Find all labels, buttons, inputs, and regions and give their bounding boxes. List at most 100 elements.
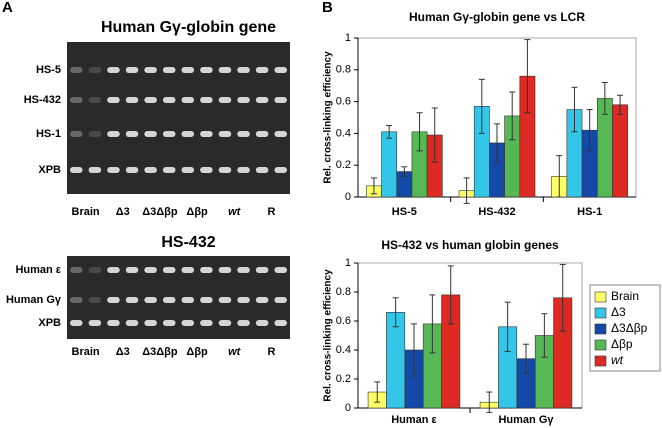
gel-band <box>125 167 139 173</box>
legend-swatch <box>594 291 607 303</box>
error-bar <box>374 381 381 403</box>
gel-band <box>237 320 250 326</box>
gel-band <box>162 267 176 273</box>
gel-band <box>181 167 195 173</box>
error-bar <box>571 86 578 133</box>
error-bar <box>411 323 417 377</box>
gel-band <box>162 97 176 103</box>
gel-lane-label: wt <box>228 346 242 358</box>
gel-band <box>125 320 139 326</box>
gel-band <box>88 67 102 73</box>
gel-band <box>200 131 213 137</box>
legend-label: wt <box>611 353 624 367</box>
gel-band <box>237 167 250 173</box>
gel-band <box>144 267 157 273</box>
gel-row-label: HS-432 <box>24 94 61 106</box>
error-bar <box>463 177 470 204</box>
y-tick-label: 1 <box>345 257 351 269</box>
x-tick-label: HS-1 <box>577 206 602 218</box>
error-bar <box>392 297 399 328</box>
panel-label: A <box>2 0 13 16</box>
error-bar <box>559 263 566 332</box>
legend-swatch <box>594 307 607 319</box>
gel-band <box>107 167 120 173</box>
legend-swatch <box>594 323 607 335</box>
y-tick-label: 1 <box>345 32 351 44</box>
error-bar <box>504 301 511 352</box>
gel-band <box>162 297 176 303</box>
gel-band <box>274 67 287 73</box>
gel-band <box>255 67 269 73</box>
error-bar <box>486 391 493 413</box>
gel-band <box>107 67 120 73</box>
gel-band <box>218 67 232 73</box>
gel-band <box>70 297 83 303</box>
error-bar <box>447 265 454 325</box>
error-bar <box>556 155 563 198</box>
gel-band <box>88 320 102 326</box>
gel-band <box>144 67 157 73</box>
gel-band <box>181 97 195 103</box>
y-tick-label: 0.8 <box>336 64 351 76</box>
gel-band <box>70 267 83 273</box>
gel-band <box>200 97 213 103</box>
gel-band <box>107 131 120 137</box>
gel-band <box>107 267 120 273</box>
gel-band <box>218 167 232 173</box>
gel-band <box>125 131 139 137</box>
gel-lane-label: Δ3Δβp <box>142 206 178 218</box>
gel-band <box>218 131 232 137</box>
gel-band <box>237 267 250 273</box>
bar <box>612 104 628 198</box>
gel-band <box>237 97 250 103</box>
x-tick-label: HS-5 <box>392 206 417 218</box>
gel-band <box>237 67 250 73</box>
bar <box>381 131 398 198</box>
gel-title: HS-432 <box>161 234 215 251</box>
gel-band <box>88 97 102 103</box>
gel-band <box>88 167 102 173</box>
gel-band <box>200 267 213 273</box>
gel-band <box>237 297 250 303</box>
gel-lane-label: Δ3 <box>116 206 130 218</box>
gel-band <box>274 167 287 173</box>
gel-lane-label: Δ3Δβp <box>142 346 178 358</box>
error-bar <box>601 82 608 115</box>
error-bar <box>478 78 485 134</box>
gel-band <box>162 131 176 137</box>
gel-band <box>144 320 157 326</box>
chart-title: HS-432 vs human globin genes <box>381 238 559 252</box>
y-tick-label: 0.2 <box>336 373 351 385</box>
gel-lane-label: Brain <box>72 206 100 218</box>
gel-band <box>274 131 287 137</box>
gel-band <box>70 97 83 103</box>
gel-band <box>125 67 139 73</box>
gel-band <box>70 320 83 326</box>
gel-band <box>274 97 287 103</box>
error-bar <box>386 124 393 139</box>
gel-band <box>70 131 83 137</box>
y-tick-label: 0.2 <box>336 159 351 171</box>
gel-lane-label: R <box>267 346 275 358</box>
gel-lane-label: Δ3 <box>116 346 130 358</box>
legend-label: Δ3Δβp <box>611 321 648 335</box>
gel-band <box>125 297 139 303</box>
gel-band <box>218 297 232 303</box>
gel-band <box>107 297 120 303</box>
y-tick-label: 0.4 <box>336 344 351 356</box>
error-bar <box>586 109 593 152</box>
gel-band <box>181 320 195 326</box>
gel-band <box>181 267 195 273</box>
gel-lane-label: Δβp <box>186 346 208 358</box>
gel-band <box>274 297 287 303</box>
legend-label: Brain <box>611 289 639 303</box>
gel-band <box>200 320 213 326</box>
gel-lane-label: Δβp <box>186 206 208 218</box>
gel-lane-label: Brain <box>72 346 100 358</box>
gel-band <box>181 297 195 303</box>
gel-band <box>218 267 232 273</box>
gel-band <box>255 267 269 273</box>
gel-row-label: HS-1 <box>36 128 61 140</box>
error-bar <box>401 166 408 177</box>
